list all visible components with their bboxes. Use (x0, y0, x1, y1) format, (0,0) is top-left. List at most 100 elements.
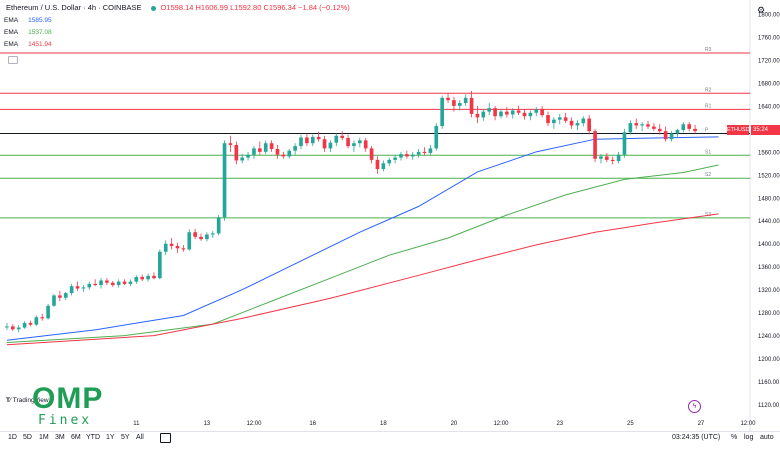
candle-body (293, 146, 297, 151)
candle-body (163, 243, 168, 252)
y-tick-label: 1520.00 (758, 173, 780, 179)
timeframe-1d[interactable]: 1D (8, 434, 17, 441)
candle-body (228, 143, 233, 145)
x-tick-label: 18 (380, 421, 387, 427)
candle-body (599, 156, 603, 159)
candle-body (522, 112, 527, 117)
ema-legend-3[interactable]: EMA 1451.94 (4, 41, 52, 48)
timeframe-1y[interactable]: 1Y (106, 434, 115, 441)
y-tick-label: 1720.00 (758, 58, 780, 64)
symbol-title[interactable]: Ethereum / U.S. Dollar · 4h · COINBASE (6, 3, 142, 12)
candle-body (669, 133, 674, 140)
candle-body (205, 234, 209, 240)
ema-legend-2[interactable]: EMA 1537.08 (4, 29, 52, 36)
timeframe-5y[interactable]: 5Y (121, 434, 130, 441)
timeframe-all[interactable]: All (136, 434, 144, 441)
auto-toggle[interactable]: auto (760, 434, 774, 441)
candle-body (258, 148, 262, 152)
candle-body (469, 97, 474, 114)
candle-body (105, 280, 109, 283)
candle-body (387, 159, 392, 164)
y-tick-label: 1120.00 (758, 403, 780, 409)
candle-body (346, 138, 350, 147)
timeframe-1m[interactable]: 1M (39, 434, 49, 441)
candle-body (81, 287, 86, 289)
pivot-level-label: R3 (705, 47, 712, 53)
candle-body (110, 282, 115, 286)
bottom-toolbar (0, 431, 780, 451)
candle-body (640, 124, 644, 126)
clock-readout[interactable]: 03:24:35 (UTC) (672, 434, 721, 441)
ema-legend-1[interactable]: EMA 1585.95 (4, 17, 52, 24)
symbol-price-tag: ETHUSD (727, 125, 750, 135)
last-price-label: 35:24 (751, 125, 780, 135)
candle-body (528, 112, 533, 117)
candle-body (357, 140, 362, 144)
candle-body (581, 118, 586, 124)
candle-body (222, 143, 227, 218)
market-status-icon (151, 5, 157, 11)
candle-body (569, 120, 574, 126)
candle-body (563, 117, 568, 121)
percent-toggle[interactable]: % (731, 434, 738, 441)
candle-body (605, 156, 609, 160)
ema-label: EMA (4, 17, 19, 24)
collapse-legend-icon[interactable] (8, 56, 18, 64)
candle-body (593, 131, 597, 159)
candle-body (28, 322, 33, 325)
candle-body (169, 243, 174, 247)
timeframe-3m[interactable]: 3M (55, 434, 65, 441)
candle-body (534, 109, 539, 113)
ema-value: 1585.95 (28, 17, 52, 24)
candle-body (210, 233, 215, 235)
candle-body (410, 154, 415, 157)
candle-body (34, 317, 39, 325)
candle-body (540, 109, 544, 116)
candle-body (305, 137, 309, 144)
candle-body (369, 148, 374, 160)
x-tick-label: 20 (451, 421, 458, 427)
candle-body (546, 115, 550, 124)
candle-body (140, 277, 145, 280)
timeframe-5d[interactable]: 5D (23, 434, 32, 441)
x-tick-label: 12:00 (740, 421, 756, 427)
y-tick-label: 1360.00 (758, 265, 780, 271)
candle-body (422, 151, 427, 153)
candle-body (416, 151, 421, 155)
timeframe-6m[interactable]: 6M (71, 434, 81, 441)
candle-body (99, 280, 103, 286)
pivot-level-label: S1 (705, 149, 711, 155)
y-tick-label: 1680.00 (758, 81, 780, 87)
candle-body (446, 97, 450, 101)
tradingview-logo[interactable]: T⁄ TradingView (6, 397, 49, 404)
x-tick-label: 12:00 (246, 421, 262, 427)
ema-line (6, 136, 719, 341)
price-chart[interactable]: 1800.001760.001720.001680.001640.001600.… (0, 0, 780, 431)
candle-body (328, 142, 333, 149)
candle-body (663, 131, 668, 140)
timeframe-ytd[interactable]: YTD (86, 434, 100, 441)
y-tick-label: 1400.00 (758, 242, 780, 248)
candle-body (340, 135, 345, 139)
candle-body (681, 124, 686, 131)
candle-body (40, 317, 45, 319)
settings-gear-icon[interactable]: ⚙ (757, 5, 766, 15)
pivot-level-label: R1 (705, 103, 712, 109)
pivot-level-label: S2 (705, 172, 711, 178)
candle-body (287, 150, 292, 157)
candle-body (652, 126, 656, 129)
log-toggle[interactable]: log (744, 434, 754, 441)
candle-body (428, 148, 433, 153)
candle-body (381, 163, 386, 170)
date-range-icon[interactable] (160, 433, 171, 443)
candle-body (187, 232, 192, 250)
y-tick-label: 1280.00 (758, 311, 780, 317)
candle-body (616, 154, 621, 162)
candle-body (175, 246, 180, 249)
ema-label: EMA (4, 41, 19, 48)
candle-body (10, 326, 15, 330)
candle-body (93, 283, 97, 286)
candle-body (234, 144, 239, 161)
candle-body (5, 326, 9, 328)
indicator-lightning-icon[interactable]: ϟ (688, 400, 701, 413)
